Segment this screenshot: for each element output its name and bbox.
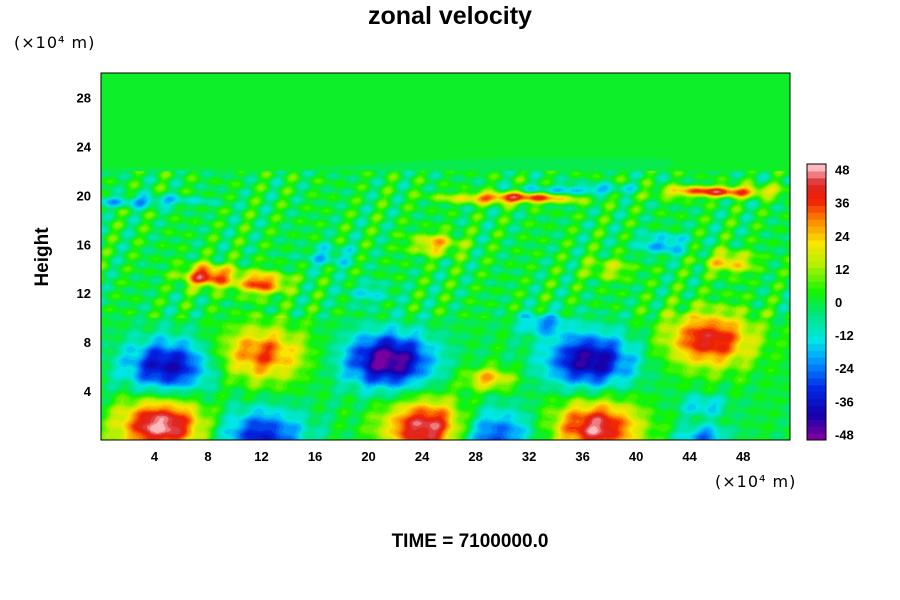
y-axis-unit: (×10⁴ m) bbox=[14, 33, 96, 52]
colorbar-level bbox=[807, 246, 826, 255]
colorbar-level bbox=[807, 184, 826, 193]
colorbar-level bbox=[807, 274, 826, 282]
colorbar-tick-label: 36 bbox=[835, 196, 849, 211]
colorbar-level bbox=[807, 198, 826, 206]
colorbar-level bbox=[807, 260, 826, 268]
colorbar-level bbox=[807, 308, 826, 317]
colorbar-level bbox=[807, 219, 826, 227]
colorbar-level bbox=[807, 350, 826, 358]
colorbar-level bbox=[807, 322, 826, 331]
colorbar-level bbox=[807, 371, 826, 379]
colorbar-level bbox=[807, 405, 826, 413]
colorbar-level bbox=[807, 205, 826, 213]
colorbar-level bbox=[807, 281, 826, 289]
x-tick-label: 36 bbox=[575, 449, 589, 464]
plot-frame bbox=[100, 72, 791, 441]
colorbar-level bbox=[807, 384, 826, 393]
colorbar-level bbox=[807, 177, 826, 186]
colorbar-tick-label: 0 bbox=[835, 295, 842, 310]
colorbar-level bbox=[807, 398, 826, 406]
x-tick-label: 40 bbox=[629, 449, 643, 464]
colorbar-level bbox=[807, 295, 826, 303]
colorbar-level bbox=[807, 170, 826, 179]
colorbar-tick-label: -24 bbox=[835, 361, 855, 376]
colorbar-level bbox=[807, 412, 826, 420]
colorbar-level bbox=[807, 233, 826, 241]
x-tick-label: 44 bbox=[682, 449, 697, 464]
colorbar-level bbox=[807, 426, 826, 434]
x-tick-label: 28 bbox=[468, 449, 482, 464]
colorbar-tick-label: -48 bbox=[835, 427, 854, 442]
colorbar-level bbox=[807, 329, 826, 337]
colorbar-tick-label: -12 bbox=[835, 328, 854, 343]
colorbar-level bbox=[807, 191, 826, 199]
chart-title: zonal velocity bbox=[368, 2, 532, 30]
colorbar-level bbox=[807, 419, 826, 427]
colorbar-tick-label: 24 bbox=[835, 229, 850, 244]
y-tick-label: 24 bbox=[77, 139, 92, 154]
colorbar-level bbox=[807, 288, 826, 296]
y-axis: 4 8 12 16 20 24 28 bbox=[77, 90, 92, 399]
colorbar-level bbox=[807, 302, 826, 310]
colorbar-level bbox=[807, 357, 826, 365]
y-tick-label: 20 bbox=[77, 188, 91, 203]
x-tick-label: 48 bbox=[736, 449, 750, 464]
colorbar-level bbox=[807, 226, 826, 234]
y-tick-label: 4 bbox=[84, 384, 92, 399]
x-tick-label: 24 bbox=[415, 449, 430, 464]
colorbar-level bbox=[807, 343, 826, 351]
colorbar-tick-label: 48 bbox=[835, 163, 849, 178]
colorbar-level bbox=[807, 164, 826, 172]
colorbar-level bbox=[807, 239, 826, 248]
x-tick-label: 8 bbox=[204, 449, 211, 464]
colorbar-level bbox=[807, 433, 826, 441]
colorbar-level bbox=[807, 377, 826, 386]
y-tick-label: 8 bbox=[84, 335, 91, 350]
colorbar-level bbox=[807, 315, 826, 324]
colorbar-level bbox=[807, 253, 826, 262]
colorbar-tick-label: -36 bbox=[835, 394, 854, 409]
time-label: TIME = 7100000.0 bbox=[391, 531, 549, 552]
colorbar-level bbox=[807, 364, 826, 372]
x-tick-label: 20 bbox=[361, 449, 375, 464]
x-tick-label: 4 bbox=[151, 449, 159, 464]
colorbar-level bbox=[807, 212, 826, 220]
colorbar-tick-label: 12 bbox=[835, 262, 849, 277]
velocity-field bbox=[101, 73, 790, 440]
colorbar-level bbox=[807, 267, 826, 275]
y-tick-label: 16 bbox=[77, 237, 91, 252]
x-axis-unit: (×10⁴ m) bbox=[715, 472, 797, 491]
colorbar-level bbox=[807, 391, 826, 400]
x-tick-label: 32 bbox=[522, 449, 536, 464]
x-axis: 4 8 12 16 20 24 28 32 36 40 44 48 bbox=[151, 449, 751, 464]
colorbar-frame bbox=[806, 163, 827, 441]
colorbar-level bbox=[807, 336, 826, 344]
y-tick-label: 12 bbox=[77, 286, 91, 301]
x-tick-label: 12 bbox=[254, 449, 268, 464]
y-tick-label: 28 bbox=[77, 90, 91, 105]
colorbar: 48 36 24 12 0 -12 -24 -36 -48 bbox=[806, 163, 855, 442]
x-tick-label: 16 bbox=[308, 449, 322, 464]
